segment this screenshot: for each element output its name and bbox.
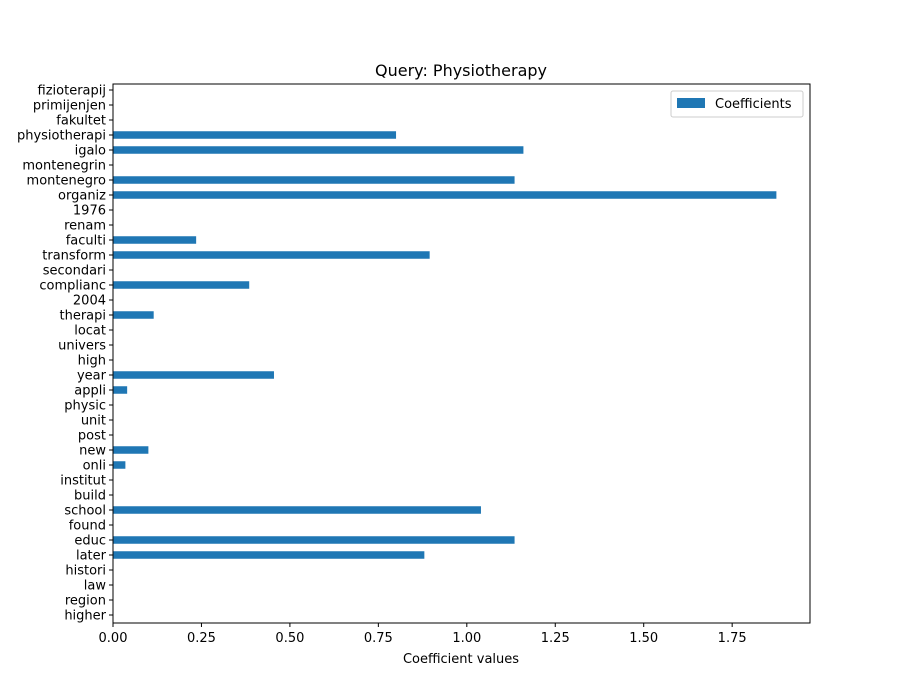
x-tick-label: 1.75 [718,631,747,646]
y-tick-label: organiz [58,189,106,204]
bar [113,446,149,454]
y-tick-label: therapi [59,309,106,324]
y-tick-label: histori [65,564,106,579]
bar [113,311,154,319]
bar [113,146,524,154]
y-tick-label: primijenjen [33,99,106,114]
y-tick-label: fakultet [56,114,106,129]
chart-title: Query: Physiotherapy [375,61,547,80]
x-tick-label: 0.75 [364,631,393,646]
bar [113,461,126,469]
y-axis: higherregionlawhistorilatereducfoundscho… [17,84,113,624]
x-tick-label: 0.00 [99,631,128,646]
y-tick-label: post [78,429,106,444]
legend-swatch [677,98,705,108]
y-tick-label: unit [81,414,106,429]
y-tick-label: region [65,594,106,609]
bar [113,251,430,259]
bar [113,386,128,394]
bar [113,131,397,139]
y-tick-label: year [77,369,107,384]
plot-frame [112,83,811,624]
y-tick-label: onli [83,459,106,474]
bars-group [113,131,777,559]
y-tick-label: 2004 [73,294,106,309]
y-tick-label: univers [58,339,106,354]
bar [113,176,515,184]
y-tick-label: high [78,354,106,369]
bar [113,506,481,514]
y-tick-label: fizioterapij [38,84,106,99]
y-tick-label: physiotherapi [17,129,106,144]
y-tick-label: educ [74,534,106,549]
x-tick-label: 0.50 [275,631,304,646]
y-tick-label: igalo [75,144,106,159]
y-tick-label: complianc [39,279,106,294]
y-tick-label: transform [42,249,106,264]
y-tick-label: later [76,549,107,564]
y-tick-label: appli [74,384,106,399]
y-tick-label: montenegrin [22,159,106,174]
bar [113,536,515,544]
legend-frame [670,90,804,118]
bar [113,371,274,379]
bar [113,281,250,289]
bar [113,191,777,199]
y-tick-label: locat [74,324,106,339]
x-axis-label: Coefficient values [403,652,519,667]
x-tick-label: 1.25 [541,631,570,646]
x-tick-label: 1.50 [629,631,658,646]
y-tick-label: found [69,519,106,534]
y-tick-label: new [79,444,106,459]
bar [113,236,197,244]
y-tick-label: 1976 [73,204,106,219]
bar [113,551,425,559]
y-tick-label: law [84,579,107,594]
x-axis: 0.00 0.25 0.50 0.75 1.00 1.25 1.50 1.75 [99,623,747,646]
y-tick-label: physic [64,399,106,414]
legend: Coefficients [670,90,804,118]
y-tick-label: higher [64,609,106,624]
x-tick-label: 0.25 [187,631,216,646]
y-tick-label: institut [60,474,106,489]
legend-label: Coefficients [715,97,792,112]
y-tick-label: secondari [43,264,106,279]
y-tick-label: renam [64,219,106,234]
x-tick-label: 1.00 [452,631,481,646]
y-tick-label: school [64,504,106,519]
y-tick-label: build [74,489,106,504]
y-tick-label: montenegro [27,174,107,189]
y-tick-label: faculti [66,234,106,249]
